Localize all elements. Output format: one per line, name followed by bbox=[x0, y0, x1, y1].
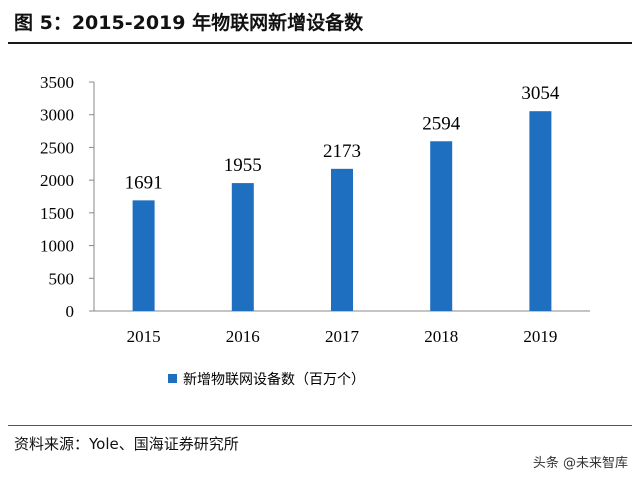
title-divider bbox=[8, 42, 632, 44]
x-tick-label: 2017 bbox=[325, 327, 360, 346]
data-label-2018: 2594 bbox=[422, 113, 461, 134]
data-label-2017: 2173 bbox=[323, 141, 361, 162]
data-label-2016: 1955 bbox=[224, 155, 262, 176]
watermark: 头条 @未来智库 bbox=[532, 456, 628, 471]
source-divider bbox=[8, 425, 632, 426]
y-tick-label: 1500 bbox=[40, 204, 74, 223]
y-tick-label: 0 bbox=[66, 302, 75, 321]
legend: 新增物联网设备数（百万个） bbox=[168, 371, 365, 388]
bar-2015 bbox=[132, 200, 155, 311]
y-tick-label: 2000 bbox=[40, 171, 74, 190]
bar-2017 bbox=[331, 168, 353, 311]
bar-2018 bbox=[430, 141, 453, 311]
x-tick-label: 2018 bbox=[424, 327, 458, 346]
legend-swatch bbox=[168, 374, 177, 383]
data-label-2015: 1691 bbox=[125, 172, 163, 193]
x-tick-label: 2015 bbox=[127, 327, 161, 346]
x-tick-label: 2016 bbox=[226, 327, 260, 346]
x-tick-label: 2019 bbox=[523, 327, 557, 346]
y-tick-label: 2500 bbox=[40, 138, 74, 157]
bar-2016 bbox=[231, 183, 254, 311]
y-tick-label: 500 bbox=[49, 269, 75, 288]
chart-title: 图 5：2015-2019 年物联网新增设备数 bbox=[14, 12, 364, 34]
y-tick-label: 3500 bbox=[40, 73, 74, 92]
x-axis-labels: 2015 2016 2017 2018 2019 bbox=[127, 327, 558, 346]
y-tick-label: 1000 bbox=[40, 237, 74, 256]
bar-2019 bbox=[529, 111, 552, 311]
data-labels: 1691 1955 2173 2594 3054 bbox=[125, 83, 560, 193]
y-tick-label: 3000 bbox=[40, 106, 74, 125]
data-label-2019: 3054 bbox=[521, 83, 560, 104]
legend-label: 新增物联网设备数（百万个） bbox=[183, 371, 365, 388]
bars-group bbox=[132, 111, 552, 311]
y-axis-ticks: 0 500 1000 1500 2000 2500 3000 3500 bbox=[40, 73, 94, 321]
source-note: 资料来源：Yole、国海证券研究所 bbox=[14, 435, 239, 453]
